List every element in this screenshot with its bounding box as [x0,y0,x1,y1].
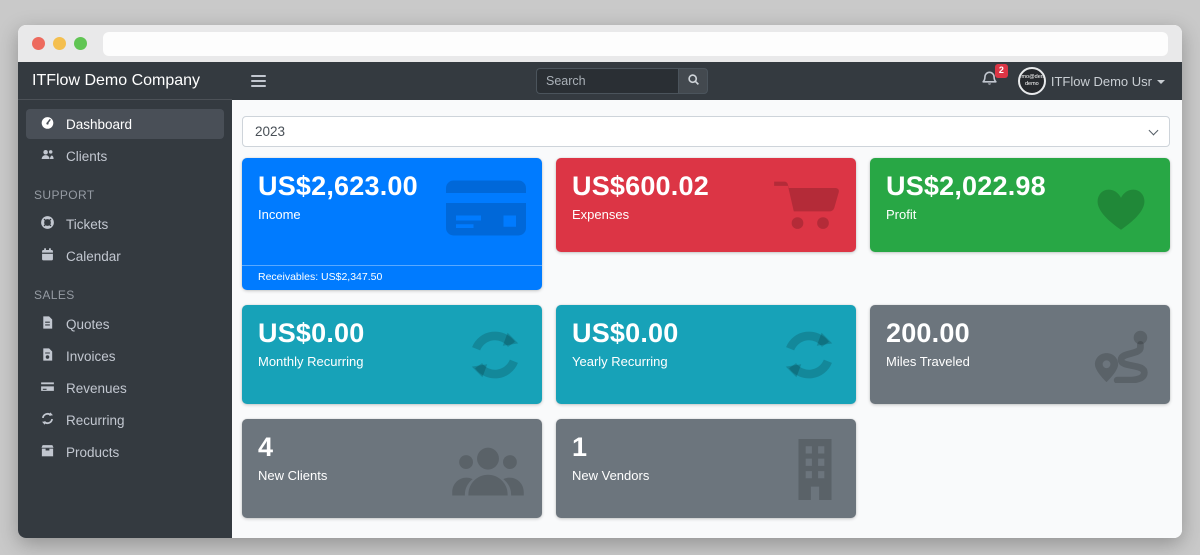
card-value: US$0.00 [258,318,365,348]
card-value: 4 [258,432,274,462]
life-ring-icon [40,215,55,233]
sidebar-item-recurring[interactable]: Recurring [26,405,224,435]
sidebar-menu: Dashboard Clients SUPPORT Tickets Calend… [18,100,232,476]
file-quote-icon [40,315,55,333]
sidebar-item-invoices[interactable]: Invoices [26,341,224,371]
sidebar-item-label: Revenues [66,380,127,396]
profit-card: US$2,022.98 Profit [870,158,1170,252]
card-label: Expenses [572,207,630,222]
card-value: US$2,022.98 [886,171,1046,201]
traffic-lights [32,37,87,50]
close-window-button[interactable] [32,37,45,50]
yearly-recurring-card: US$0.00 Yearly Recurring [556,305,856,404]
sidebar: ITFlow Demo Company Dashboard Clients SU… [18,62,232,538]
brand-link[interactable]: ITFlow Demo Company [18,62,232,100]
sidebar-item-label: Invoices [66,348,116,364]
sync-icon [40,411,55,429]
year-select[interactable]: 2023 [242,116,1170,147]
calendar-icon [40,247,55,265]
miles-traveled-card: 200.00 Miles Traveled [870,305,1170,404]
sidebar-item-revenues[interactable]: Revenues [26,373,224,403]
sidebar-item-tickets[interactable]: Tickets [26,209,224,239]
maximize-window-button[interactable] [74,37,87,50]
card-value: US$0.00 [572,318,679,348]
card-label: Profit [886,207,917,222]
users-icon [450,439,526,499]
chevron-down-icon [1157,80,1165,84]
credit-card-icon [40,379,55,397]
stat-cards-grid: US$2,623.00 Income Receivables: US$2,347… [242,158,1170,518]
card-label: Income [258,207,301,222]
user-menu[interactable]: demo@demo demo ITFlow Demo Usr [1017,67,1165,95]
sidebar-item-label: Tickets [66,216,109,232]
sidebar-section-sales: SALES [34,288,75,302]
address-bar[interactable] [103,31,1168,56]
sidebar-item-clients[interactable]: Clients [26,141,224,171]
route-icon [1092,327,1154,384]
search-button[interactable] [678,68,708,94]
card-label: Yearly Recurring [572,354,668,369]
card-value: 200.00 [886,318,970,348]
sidebar-item-label: Dashboard [66,116,133,132]
sidebar-item-label: Products [66,444,120,460]
avatar: demo@demo demo [1017,67,1046,95]
browser-window: ITFlow Demo Company Dashboard Clients SU… [18,25,1182,538]
gauge-icon [40,115,55,133]
new-clients-card: 4 New Clients [242,419,542,518]
card-footer: Receivables: US$2,347.50 [242,265,542,290]
box-icon [40,443,55,461]
search-icon [687,73,700,89]
sidebar-section-support: SUPPORT [34,188,95,202]
browser-toolbar [18,25,1182,62]
heart-icon [1088,176,1154,234]
card-label: New Vendors [572,468,650,483]
building-icon [790,438,840,500]
sync-icon [464,324,526,386]
sidebar-item-label: Calendar [66,248,121,264]
users-icon [40,147,55,165]
notifications-button[interactable]: 2 [981,64,1008,92]
sidebar-item-label: Clients [66,148,108,164]
expenses-card: US$600.02 Expenses [556,158,856,252]
chevron-down-icon [1148,125,1159,135]
sidebar-item-quotes[interactable]: Quotes [26,309,224,339]
top-navbar: 2 demo@demo demo ITFlow Demo Usr [232,62,1182,100]
new-vendors-card: 1 New Vendors [556,419,856,518]
file-invoice-icon [40,347,55,365]
monthly-recurring-card: US$0.00 Monthly Recurring [242,305,542,404]
card-label: Monthly Recurring [258,354,364,369]
card-value: US$2,623.00 [258,171,418,201]
card-value: US$600.02 [572,171,709,201]
card-label: Miles Traveled [886,354,970,369]
sidebar-toggle-button[interactable] [249,71,268,91]
sync-icon [778,324,840,386]
notification-badge: 2 [994,64,1008,78]
main-area: 2 demo@demo demo ITFlow Demo Usr 2023 [232,62,1182,538]
sidebar-item-products[interactable]: Products [26,437,224,467]
sidebar-item-calendar[interactable]: Calendar [26,241,224,271]
search-form [536,68,708,94]
dashboard-content: 2023 US$2,623.00 Income Receivables: US$… [232,100,1182,538]
sidebar-item-label: Quotes [66,316,110,332]
shopping-cart-icon [772,177,840,233]
credit-card-icon [446,178,526,238]
sidebar-item-label: Recurring [66,412,125,428]
sidebar-item-dashboard[interactable]: Dashboard [26,109,224,139]
minimize-window-button[interactable] [53,37,66,50]
search-input[interactable] [536,68,678,94]
bell-icon [981,71,998,91]
card-label: New Clients [258,468,328,483]
navbar-right: 2 demo@demo demo ITFlow Demo Usr [981,64,1165,95]
year-select-value: 2023 [255,124,286,139]
income-card: US$2,623.00 Income Receivables: US$2,347… [242,158,542,290]
card-value: 1 [572,432,588,462]
app-root: ITFlow Demo Company Dashboard Clients SU… [18,62,1182,538]
user-name: ITFlow Demo Usr [1050,73,1152,89]
